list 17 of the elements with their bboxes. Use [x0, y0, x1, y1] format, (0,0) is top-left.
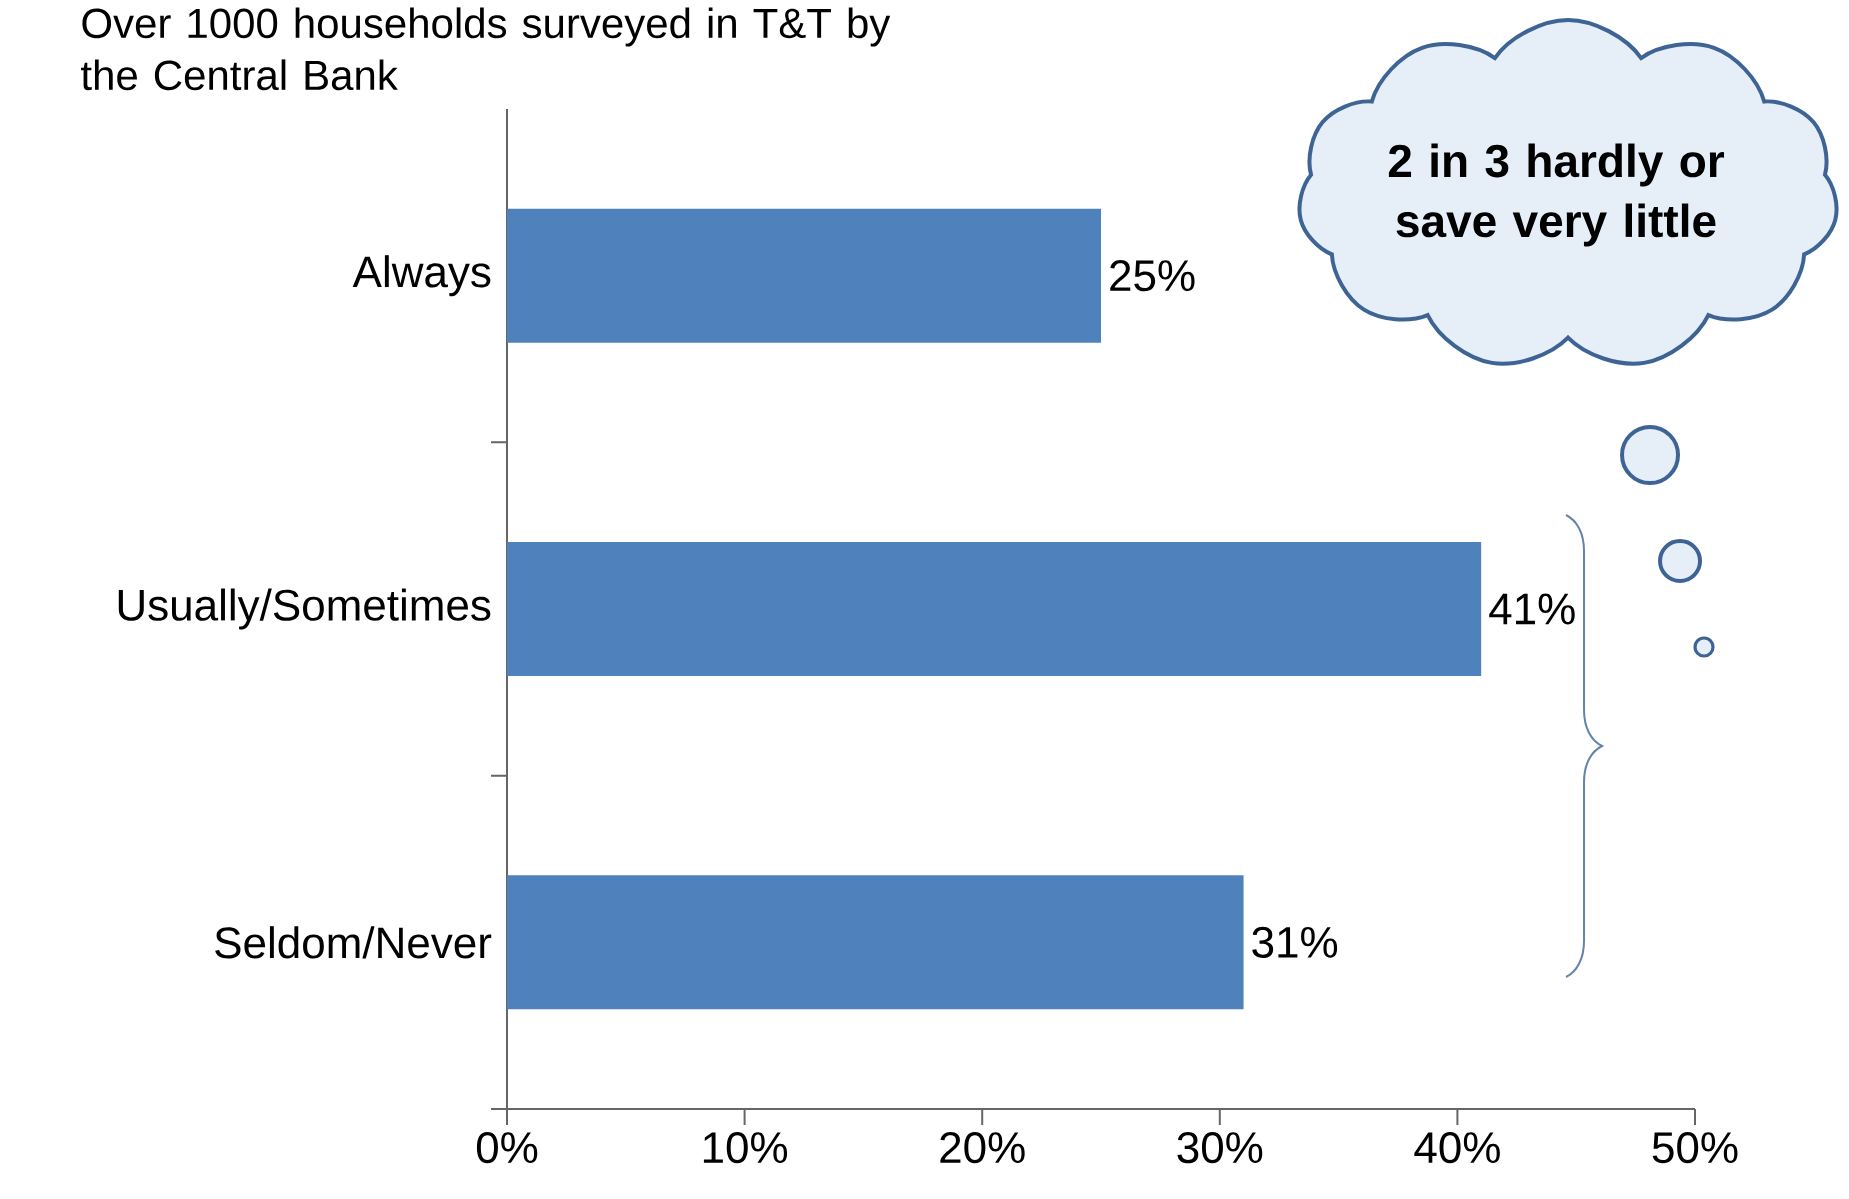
y-tick-label: Usually/Sometimes [118, 588, 491, 630]
data-label: 31% [1252, 926, 1338, 958]
y-tick-label: Always [352, 255, 491, 297]
x-tick-label: 50% [1652, 1132, 1738, 1164]
data-label: 25% [1110, 260, 1195, 292]
x-tick-label: 0% [476, 1132, 538, 1164]
data-label: 41% [1489, 593, 1575, 625]
x-tick-label: 40% [1414, 1132, 1500, 1164]
x-tick-label: 10% [703, 1132, 788, 1164]
chart-title: Over 1000 households surveyed in T&T by the Central Bank [81, 7, 891, 91]
bar [507, 208, 1101, 343]
annotation: 2 in 3 hardly or save very little [1388, 143, 1725, 247]
x-tick-label: 30% [1177, 1132, 1263, 1164]
y-tick-label: Seldom/Never [215, 926, 492, 959]
bar [507, 542, 1482, 677]
bar [507, 875, 1244, 1010]
x-tick-label: 20% [940, 1132, 1025, 1164]
